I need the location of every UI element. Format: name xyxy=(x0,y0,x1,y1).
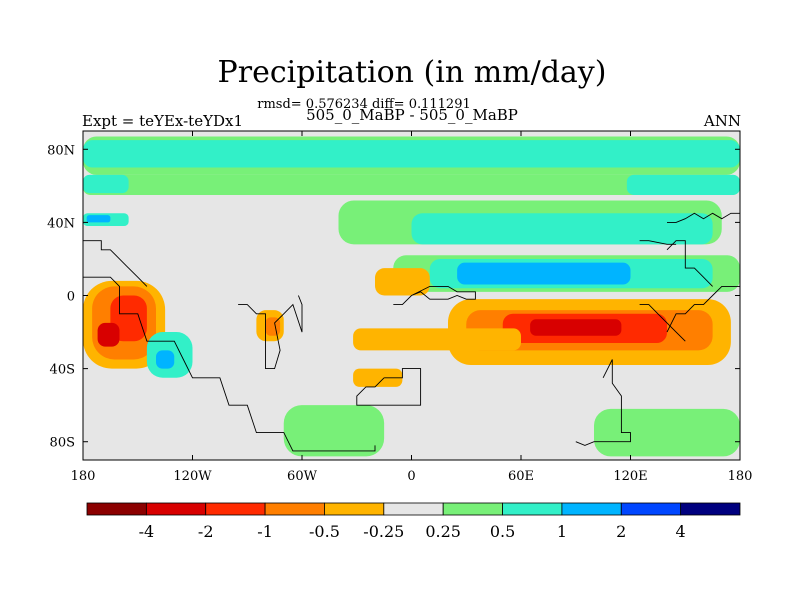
contour-region xyxy=(594,408,740,457)
y-tick-label: 40S xyxy=(50,363,75,378)
coastline-segment xyxy=(639,304,686,342)
coastline-segment xyxy=(667,212,740,223)
colorbar-segment xyxy=(442,502,503,516)
contour-region xyxy=(156,350,175,369)
x-tick-label: 60E xyxy=(508,469,534,484)
coastline-segment xyxy=(393,285,476,306)
colorbar-label: 0.5 xyxy=(490,522,515,541)
case-label: 505_0_MaBP - 505_0_MaBP xyxy=(306,106,518,124)
contour-region xyxy=(83,140,740,168)
experiment-label: Expt = teYEx-teYDx1 xyxy=(82,112,243,130)
colorbar: -4 -2 -1 -0.5 -0.25 0.25 0.5 1 2 4 xyxy=(86,502,741,541)
coastline-segment xyxy=(83,276,376,452)
coastline-segment xyxy=(575,359,631,446)
contour-region xyxy=(375,268,430,296)
colorbar-segment xyxy=(680,502,741,516)
colorbar-label: -2 xyxy=(198,522,214,541)
coastline-segment xyxy=(356,368,422,406)
colorbar-segment xyxy=(264,502,325,516)
colorbar-segment xyxy=(620,502,682,516)
x-axis: 180 120W 60W 0 60E 120E 180 xyxy=(71,131,753,484)
contour-region xyxy=(97,322,120,347)
colorbar-segment xyxy=(145,502,207,516)
contour-region xyxy=(411,213,713,245)
map-plot-area xyxy=(82,130,741,461)
chart-stats: rmsd= 0.576234 diff= 0.111291 xyxy=(257,97,471,112)
contour-region xyxy=(353,328,521,351)
x-tick-label: 60W xyxy=(287,469,318,484)
colorbar-label: -0.5 xyxy=(309,522,340,541)
contour-region xyxy=(457,262,631,285)
colorbar-label: -1 xyxy=(257,522,273,541)
colorbar-label: 1 xyxy=(557,522,567,541)
coastline-segment xyxy=(666,240,713,287)
chart-title: Precipitation (in mm/day) xyxy=(218,55,607,90)
colorbar-label: 2 xyxy=(616,522,626,541)
colorbar-segment xyxy=(86,502,147,516)
coastlines xyxy=(83,212,740,452)
x-tick-label: 0 xyxy=(407,469,415,484)
x-tick-label: 120E xyxy=(613,469,647,484)
colorbar-label: 4 xyxy=(676,522,686,541)
y-tick-label: 0 xyxy=(67,290,75,305)
season-label: ANN xyxy=(703,112,741,130)
colorbar-segment xyxy=(383,502,444,516)
x-tick-label: 180 xyxy=(71,469,96,484)
y-tick-label: 40N xyxy=(47,216,75,231)
contour-region xyxy=(530,319,622,336)
contour-region xyxy=(283,405,385,457)
coastline-segment xyxy=(238,295,303,370)
y-tick-label: 80N xyxy=(47,143,75,158)
colorbar-segment xyxy=(205,502,266,516)
contour-region xyxy=(86,215,111,223)
x-tick-label: 120W xyxy=(173,469,212,484)
colorbar-segment xyxy=(561,502,622,516)
y-axis: 80N 40N 0 40S 80S xyxy=(47,143,740,451)
colorbar-label: 0.25 xyxy=(425,522,461,541)
coastline-segment xyxy=(666,285,740,333)
coastline-segment xyxy=(639,240,677,245)
colorbar-label: -4 xyxy=(139,522,155,541)
coastline-segment xyxy=(83,240,148,287)
contour-region xyxy=(626,174,740,195)
contour-region xyxy=(83,174,129,194)
y-tick-label: 80S xyxy=(50,436,75,451)
x-tick-label: 180 xyxy=(728,469,753,484)
contour-regions xyxy=(83,136,740,457)
colorbar-segment xyxy=(502,502,563,516)
colorbar-segment xyxy=(324,502,385,516)
contour-region xyxy=(353,368,403,387)
colorbar-label: -0.25 xyxy=(363,522,404,541)
contour-region xyxy=(83,174,740,195)
